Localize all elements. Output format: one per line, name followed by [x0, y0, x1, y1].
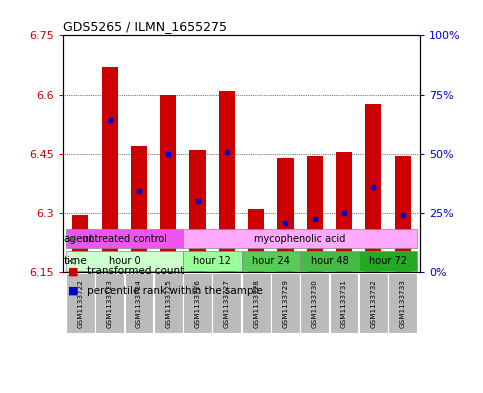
Text: time: time [63, 256, 87, 266]
Bar [365, 105, 382, 272]
Text: GSM1133724: GSM1133724 [136, 279, 142, 328]
FancyBboxPatch shape [66, 252, 183, 271]
Bar [219, 90, 235, 272]
FancyBboxPatch shape [66, 229, 183, 248]
Text: GSM1133729: GSM1133729 [283, 279, 288, 328]
Text: hour 0: hour 0 [109, 256, 140, 266]
Text: GDS5265 / ILMN_1655275: GDS5265 / ILMN_1655275 [63, 20, 227, 33]
Bar [101, 67, 118, 272]
Text: percentile rank within the sample: percentile rank within the sample [87, 286, 263, 296]
Text: mycophenolic acid: mycophenolic acid [255, 234, 346, 244]
Text: GSM1133722: GSM1133722 [77, 279, 84, 328]
Text: GSM1133725: GSM1133725 [165, 279, 171, 328]
Bar [189, 150, 206, 272]
FancyBboxPatch shape [330, 274, 358, 333]
Text: transformed count: transformed count [87, 266, 184, 276]
FancyBboxPatch shape [213, 274, 241, 333]
Bar [160, 95, 176, 272]
Text: hour 12: hour 12 [193, 256, 231, 266]
Bar [248, 209, 264, 272]
FancyBboxPatch shape [183, 229, 417, 248]
Bar [131, 146, 147, 272]
Bar [395, 156, 411, 272]
FancyBboxPatch shape [271, 274, 300, 333]
FancyBboxPatch shape [242, 274, 270, 333]
FancyBboxPatch shape [66, 274, 95, 333]
Text: GSM1133728: GSM1133728 [253, 279, 259, 328]
Text: GSM1133732: GSM1133732 [370, 279, 376, 328]
Text: GSM1133730: GSM1133730 [312, 279, 318, 328]
Text: GSM1133733: GSM1133733 [399, 279, 406, 328]
Text: hour 72: hour 72 [369, 256, 407, 266]
Bar [277, 158, 294, 272]
Text: GSM1133727: GSM1133727 [224, 279, 230, 328]
FancyBboxPatch shape [154, 274, 183, 333]
Bar [72, 215, 88, 272]
Text: GSM1133723: GSM1133723 [107, 279, 113, 328]
FancyBboxPatch shape [183, 252, 242, 271]
FancyBboxPatch shape [359, 252, 417, 271]
FancyBboxPatch shape [388, 274, 417, 333]
FancyBboxPatch shape [300, 252, 359, 271]
FancyBboxPatch shape [242, 252, 300, 271]
Text: hour 24: hour 24 [252, 256, 290, 266]
FancyBboxPatch shape [359, 274, 388, 333]
FancyBboxPatch shape [125, 274, 153, 333]
Text: untreated control: untreated control [82, 234, 167, 244]
Bar [307, 156, 323, 272]
Text: agent: agent [63, 234, 94, 244]
FancyBboxPatch shape [95, 274, 124, 333]
FancyBboxPatch shape [183, 274, 212, 333]
Text: ■: ■ [68, 286, 78, 296]
Text: ■: ■ [68, 266, 78, 276]
Text: GSM1133731: GSM1133731 [341, 279, 347, 328]
Text: GSM1133726: GSM1133726 [195, 279, 200, 328]
FancyBboxPatch shape [300, 274, 329, 333]
Text: hour 48: hour 48 [311, 256, 348, 266]
Bar [336, 152, 352, 272]
